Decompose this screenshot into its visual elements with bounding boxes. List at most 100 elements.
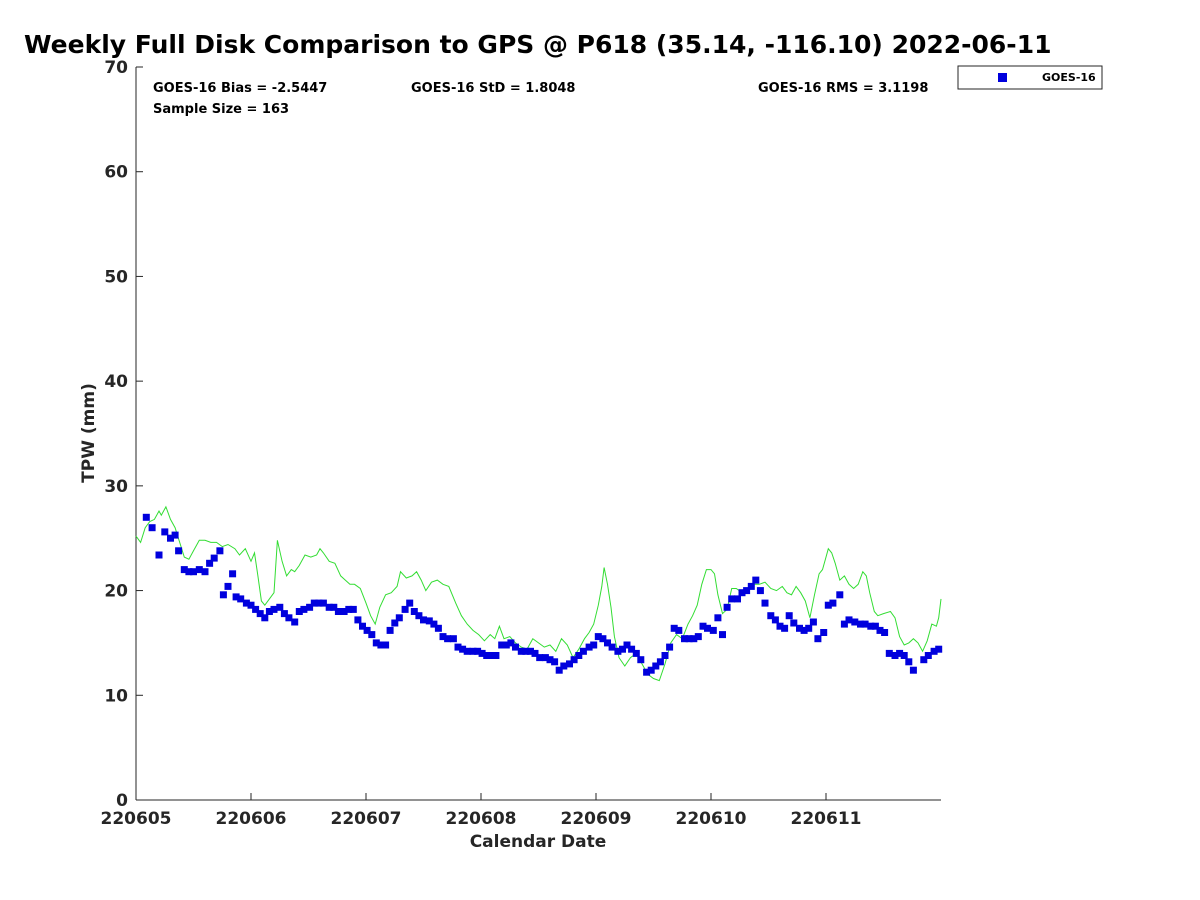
goes-point (930, 647, 938, 655)
goes-point (623, 641, 631, 649)
goes-point (734, 595, 741, 603)
goes-point (771, 616, 779, 624)
goes-point (570, 656, 578, 664)
goes-point (285, 614, 293, 622)
goes-point (498, 641, 506, 649)
goes-point (382, 641, 390, 649)
goes-point (796, 624, 803, 632)
tick-labels: 0 10 20 30 40 50 60 70 220605 220606 220607 220608 2… (101, 58, 862, 829)
goes-point (487, 652, 495, 659)
goes-point (743, 587, 751, 595)
y-tick-label: 10 (104, 686, 128, 706)
goes-point (820, 629, 828, 636)
y-tick-label: 30 (104, 477, 128, 497)
goes-point (195, 566, 203, 574)
goes-point (232, 593, 240, 601)
goes-point (359, 622, 366, 630)
goes-point (478, 649, 486, 657)
goes-point (190, 568, 197, 576)
goes-point (628, 645, 636, 653)
goes-point (372, 639, 380, 647)
goes-point (541, 654, 549, 662)
goes-point (180, 566, 188, 574)
goes-point (430, 620, 438, 628)
goes-point (492, 652, 500, 659)
goes-point (719, 631, 726, 639)
gps-line (135, 505, 942, 682)
goes-point (704, 624, 711, 632)
goes-point (861, 620, 869, 628)
goes-point (723, 603, 731, 611)
goes-point (871, 622, 879, 630)
goes-point (349, 605, 357, 613)
goes-point (319, 599, 327, 607)
goes-point (656, 658, 664, 666)
goes-point (459, 645, 467, 653)
goes-point (551, 658, 559, 666)
goes-point (306, 603, 314, 611)
goes-point (531, 649, 539, 657)
x-tick-label: 220608 (446, 809, 517, 829)
y-tick-label: 50 (104, 267, 128, 287)
goes-point (444, 635, 452, 643)
goes-point (148, 524, 156, 532)
goes-point (756, 587, 764, 595)
goes-point (709, 626, 717, 634)
goes-point (575, 652, 583, 659)
std-stat: GOES-16 StD = 1.8048 (411, 81, 575, 96)
goes-point (363, 626, 371, 634)
gps-series (135, 505, 942, 682)
goes-point (585, 643, 593, 651)
goes-point (210, 554, 218, 562)
goes-point (261, 614, 269, 622)
x-tick-label: 220610 (676, 809, 747, 829)
goes-point (265, 608, 273, 615)
goes-point (694, 633, 702, 641)
goes-point (167, 534, 174, 542)
goes-point (507, 639, 515, 647)
goes-point (728, 595, 736, 603)
goes-point (800, 626, 808, 634)
goes-point (280, 610, 288, 618)
goes-point (604, 639, 611, 647)
x-tick-label: 220609 (561, 809, 632, 829)
y-tick-label: 0 (116, 791, 128, 811)
goes-point (175, 547, 183, 555)
goes-point (434, 624, 442, 632)
goes-point (851, 618, 859, 626)
goes-point (410, 608, 418, 615)
rms-stat: GOES-16 RMS = 3.1198 (758, 81, 928, 96)
goes-point (386, 626, 394, 634)
goes-point (155, 551, 163, 559)
x-tick-label: 220607 (331, 809, 402, 829)
goes-point (560, 662, 568, 670)
goes-point (391, 619, 399, 627)
goes-point (652, 662, 660, 670)
goes-point (185, 568, 193, 576)
goes-series (142, 513, 943, 676)
goes-point (219, 591, 227, 599)
goes-point (714, 614, 722, 622)
legend-goes-marker (998, 73, 1007, 82)
goes-point (546, 656, 554, 664)
goes-point (666, 643, 674, 651)
goes-point (237, 595, 245, 603)
goes-point (566, 660, 573, 668)
goes-point (345, 605, 353, 613)
goes-point (463, 647, 471, 655)
y-tick-label: 60 (104, 163, 128, 183)
axes (135, 67, 941, 801)
goes-point (632, 649, 640, 657)
legend-goes-label: GOES-16 (1042, 71, 1096, 84)
goes-point (599, 635, 607, 643)
x-tick-label: 220605 (101, 809, 172, 829)
goes-point (474, 647, 482, 655)
legend-box (957, 65, 1103, 90)
legend: GOES-16 (957, 65, 1103, 90)
goes-point (845, 616, 853, 624)
goes-point (206, 559, 214, 567)
goes-point (781, 624, 789, 632)
goes-point (325, 603, 333, 611)
goes-point (590, 641, 598, 649)
y-tick-label: 70 (104, 58, 128, 78)
